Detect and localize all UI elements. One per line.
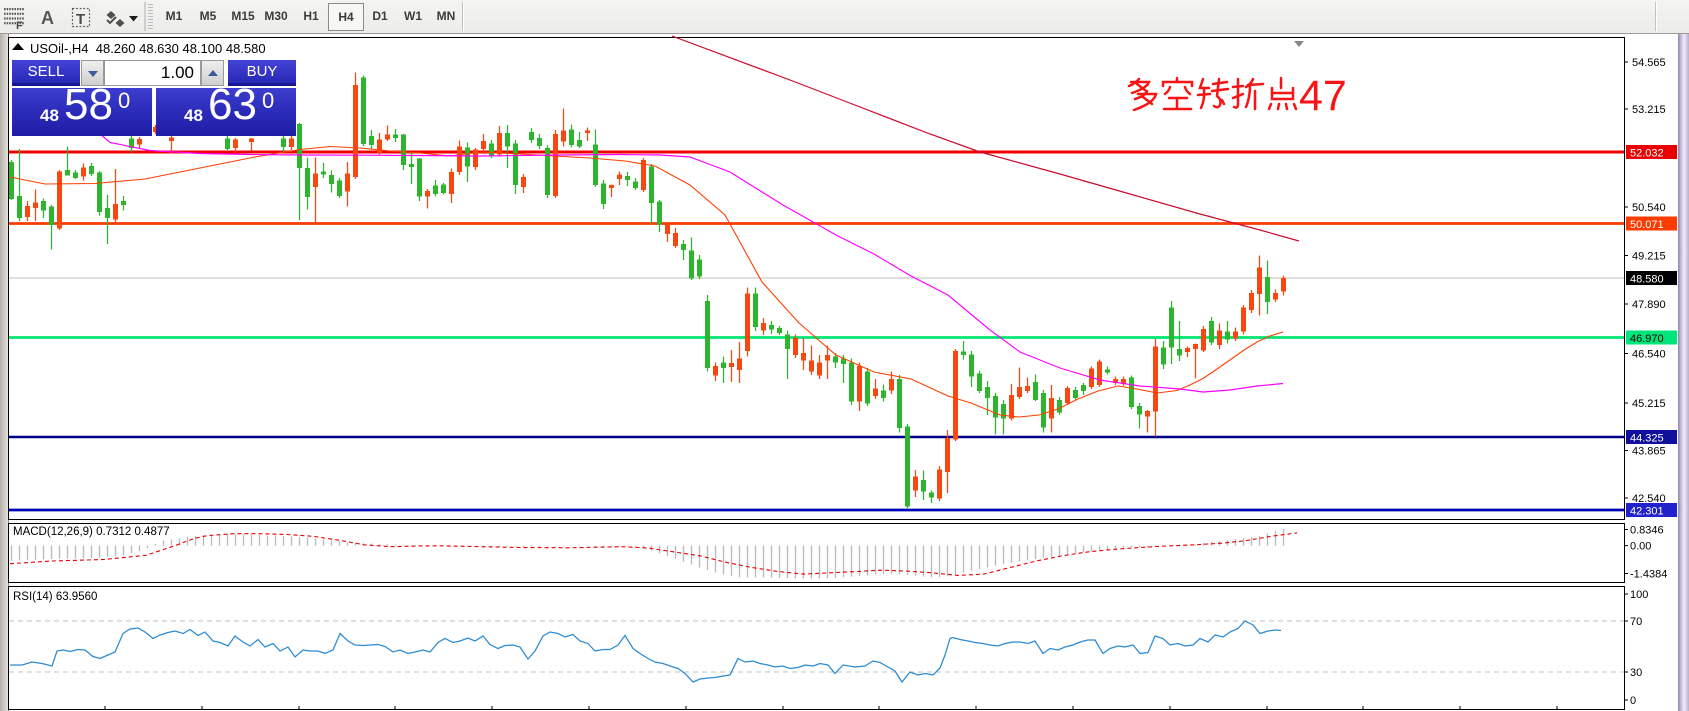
svg-text:T: T xyxy=(76,11,85,28)
svg-text:42.301: 42.301 xyxy=(1630,506,1664,518)
svg-text:F: F xyxy=(16,20,23,32)
svg-text:44.325: 44.325 xyxy=(1630,433,1664,445)
svg-text:USOil-,H4 48.260 48.630 48.10: USOil-,H4 48.260 48.630 48.100 48.580 xyxy=(30,41,266,56)
svg-text:100: 100 xyxy=(1630,589,1648,601)
svg-text:47.890: 47.890 xyxy=(1632,299,1666,311)
svg-text:A: A xyxy=(41,8,54,28)
svg-text:50.071: 50.071 xyxy=(1630,219,1664,231)
svg-text:0.8346: 0.8346 xyxy=(1630,525,1664,537)
svg-text:42.540: 42.540 xyxy=(1632,493,1666,505)
svg-text:RSI(14) 63.9560: RSI(14) 63.9560 xyxy=(13,591,97,603)
svg-text:0.00: 0.00 xyxy=(1630,541,1651,553)
svg-text:54.565: 54.565 xyxy=(1632,57,1666,69)
svg-text:30: 30 xyxy=(1630,667,1642,679)
svg-text:43.865: 43.865 xyxy=(1632,446,1666,458)
svg-text:46.970: 46.970 xyxy=(1630,333,1664,345)
svg-text:50.540: 50.540 xyxy=(1632,202,1666,214)
svg-text:53.215: 53.215 xyxy=(1632,104,1666,116)
svg-text:-1.4384: -1.4384 xyxy=(1630,569,1667,581)
svg-text:70: 70 xyxy=(1630,616,1642,628)
svg-text:47: 47 xyxy=(1299,72,1347,120)
svg-text:52.032: 52.032 xyxy=(1630,148,1664,160)
svg-text:MACD(12,26,9) 0.7312 0.4877: MACD(12,26,9) 0.7312 0.4877 xyxy=(13,526,170,538)
svg-text:0: 0 xyxy=(1630,695,1636,707)
svg-text:46.540: 46.540 xyxy=(1632,349,1666,361)
svg-text:45.215: 45.215 xyxy=(1632,398,1666,410)
svg-text:49.215: 49.215 xyxy=(1632,251,1666,263)
svg-text:48.580: 48.580 xyxy=(1630,274,1664,286)
